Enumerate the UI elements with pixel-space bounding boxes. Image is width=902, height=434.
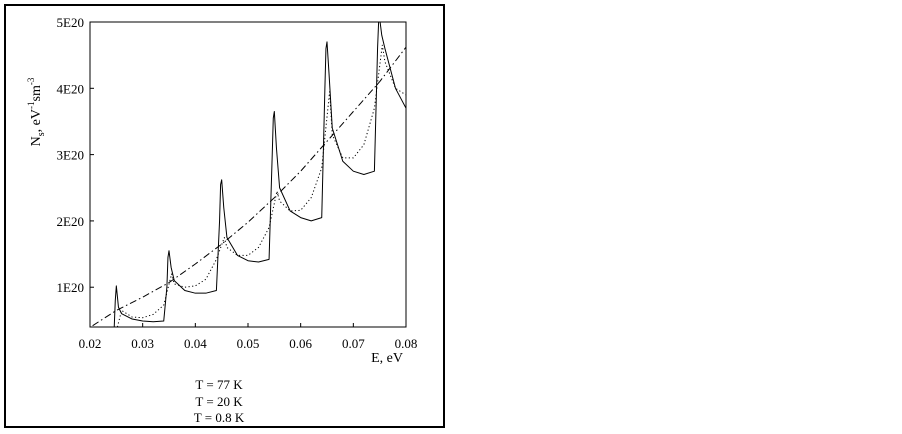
series-layer <box>92 22 406 327</box>
legend-entry-20k: T = 20 K <box>195 394 243 409</box>
x-tick-label: 0.05 <box>237 336 260 351</box>
plot-area <box>89 21 407 328</box>
figure-frame <box>4 4 445 428</box>
series-line-dashdot <box>92 46 406 327</box>
legend-entry-0-8k: T = 0.8 K <box>194 410 245 425</box>
y-tick-label: 2E20 <box>57 214 84 229</box>
y-axis-label: Ns, eV-1sm-3 <box>26 77 47 146</box>
y-tick-label: 1E20 <box>57 280 84 295</box>
x-tick-label: 0.07 <box>342 336 365 351</box>
y-tick-label: 3E20 <box>57 148 84 163</box>
x-tick-label: 0.08 <box>395 336 418 351</box>
x-tick-label: 0.04 <box>184 336 207 351</box>
series-line-solid <box>113 22 406 327</box>
x-axis-label: E, eV <box>371 351 403 366</box>
x-tick-label: 0.06 <box>289 336 312 351</box>
x-axis-ticks: 0.02 0.03 0.04 0.05 0.06 0.07 0.08 <box>79 323 418 351</box>
legend-entry-77k: T = 77 K <box>195 377 243 392</box>
x-tick-label: 0.02 <box>79 336 102 351</box>
series-line-dotted <box>116 44 406 327</box>
x-tick-label: 0.03 <box>131 336 154 351</box>
y-axis-ticks: 1E20 2E20 3E20 4E20 5E20 <box>57 15 94 295</box>
y-tick-label: 5E20 <box>57 15 84 30</box>
y-tick-label: 4E20 <box>57 81 84 96</box>
